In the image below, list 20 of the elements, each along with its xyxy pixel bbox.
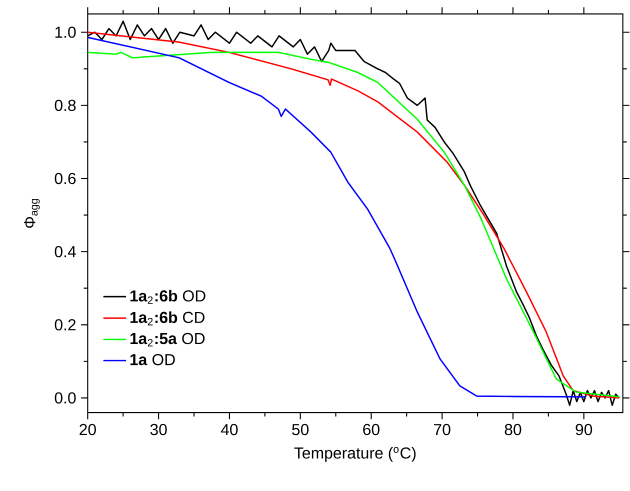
- y-tick-label: 0.2: [54, 319, 76, 330]
- x-tick-label: 20: [80, 424, 96, 436]
- x-tick-label: 40: [220, 424, 238, 436]
- legend-label: 1a OD: [130, 354, 175, 366]
- y-tick-label: 0.8: [54, 100, 76, 111]
- x-tick-label: 90: [576, 424, 592, 436]
- x-axis-title: Temperature ($^{o}$C): [294, 446, 416, 462]
- y-tick-label: 0.4: [54, 246, 76, 258]
- y-tick-label: 0.6: [54, 172, 76, 184]
- y-axis-title: Φ$_{agg}$: [24, 198, 40, 228]
- x-tick-label: 50: [292, 424, 309, 436]
- x-tick-label: 80: [504, 424, 522, 436]
- y-tick-label: 1.0: [55, 26, 76, 38]
- legend-label: 1a$_{2}$:6b OD: [130, 290, 206, 304]
- x-tick-label: 70: [434, 424, 450, 436]
- legend-label: 1a$_{2}$:5a OD: [130, 332, 205, 346]
- x-tick-label: 60: [363, 424, 380, 436]
- y-tick-label: 0.0: [54, 392, 76, 404]
- legend-label: 1a$_{2}$:6b CD: [130, 311, 204, 326]
- x-tick-label: 30: [150, 424, 167, 436]
